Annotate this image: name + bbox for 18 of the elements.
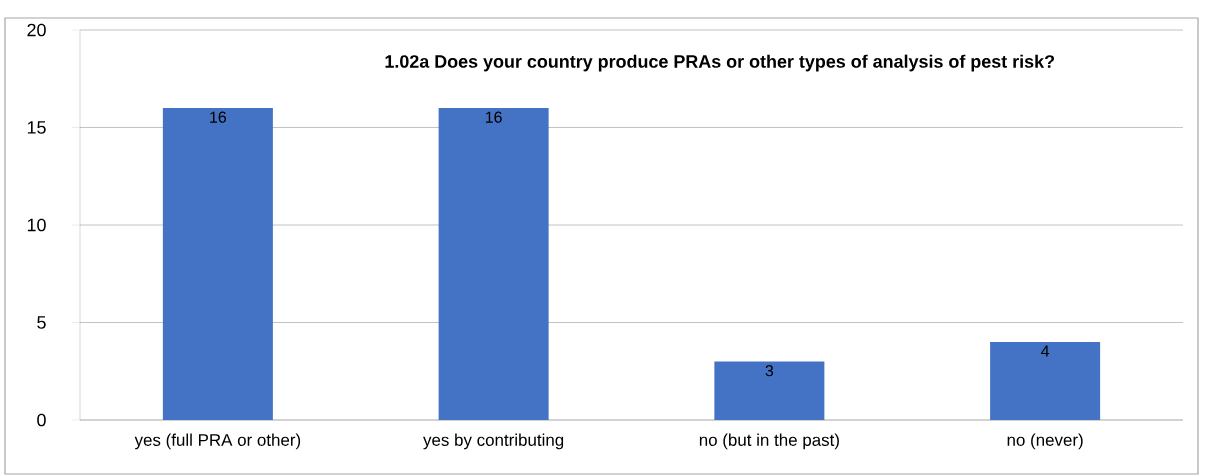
bar [714,361,825,420]
x-tick-label: no (but in the past) [699,433,839,450]
x-tick-label: no (never) [1007,433,1083,450]
y-tick-label: 0 [37,413,46,427]
data-label: 3 [765,365,774,377]
data-label: 16 [485,111,502,123]
bar [438,108,549,420]
y-tick-label: 15 [27,121,46,134]
data-label: 16 [210,111,227,123]
y-tick-label: 20 [27,23,46,37]
y-tick-label: 10 [27,218,46,232]
text: 1.02a Does your country produce PRAs or other types of analysis of pest risk? [385,54,1054,72]
bar [162,108,273,420]
y-tick-label: 5 [37,316,46,329]
data-label: 4 [1041,345,1050,357]
bar [990,342,1101,420]
x-tick-label: yes by contributing [423,433,564,450]
x-tick-label: yes (full PRA or other) [134,433,301,450]
